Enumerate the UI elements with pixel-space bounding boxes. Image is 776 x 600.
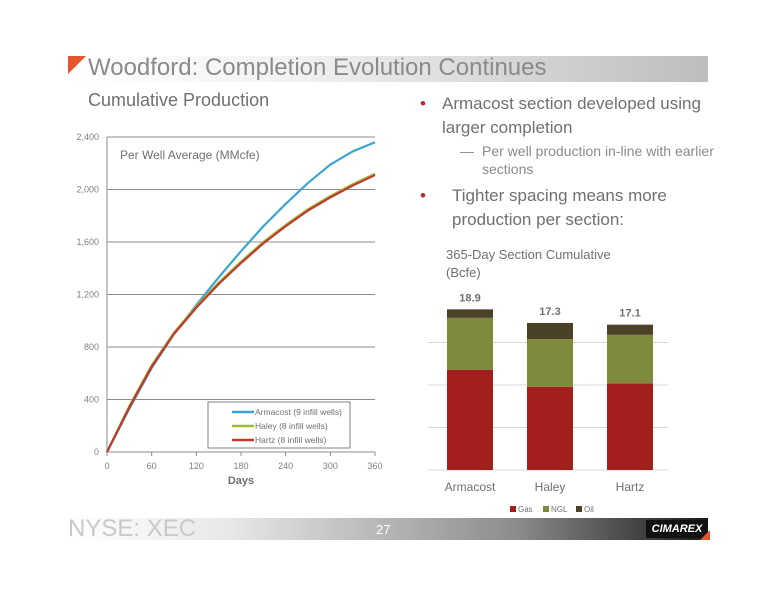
bar-legend-label: Oil xyxy=(584,505,594,514)
y-tick-label: 0 xyxy=(94,447,99,457)
bullet-1-text: Armacost section developed using larger … xyxy=(442,94,701,137)
logo-accent-triangle xyxy=(700,530,710,540)
bar-total-label: 18.9 xyxy=(459,292,480,304)
bar-category-label: Haley xyxy=(535,480,566,494)
x-tick-label: 360 xyxy=(367,461,382,471)
legend-label: Hartz (8 infill wells) xyxy=(255,435,326,445)
bar-segment-gas-haley xyxy=(527,386,573,470)
bar-segment-ngl-haley xyxy=(527,339,573,387)
bar-legend-label: NGL xyxy=(551,505,568,514)
y-tick-label: 1,600 xyxy=(76,237,99,247)
slide-title: Woodford: Completion Evolution Continues xyxy=(88,54,547,81)
chart-subtitle: Cumulative Production xyxy=(88,90,270,110)
bar-segment-oil-armacost xyxy=(447,309,493,318)
bar-legend-swatch xyxy=(543,506,549,512)
sub-bullet-dash: — xyxy=(460,143,474,159)
bullet-2-text: Tighter spacing means more production pe… xyxy=(452,186,667,229)
sub-bullet-1-text: Per well production in-line with earlier… xyxy=(482,143,714,177)
bar-segment-ngl-armacost xyxy=(447,317,493,370)
legend-label: Haley (8 infill wells) xyxy=(255,421,328,431)
x-tick-label: 0 xyxy=(104,461,109,471)
bar-segment-gas-hartz xyxy=(607,383,653,470)
bar-segment-gas-armacost xyxy=(447,369,493,470)
bar-legend-swatch xyxy=(576,506,582,512)
x-tick-label: 240 xyxy=(278,461,293,471)
x-tick-label: 180 xyxy=(233,461,248,471)
y-tick-label: 1,200 xyxy=(76,290,99,300)
y-tick-label: 800 xyxy=(84,342,99,352)
bullet-dot-2: • xyxy=(420,186,426,205)
bar-segment-ngl-hartz xyxy=(607,334,653,384)
series-line-hartz xyxy=(106,174,376,453)
bar-legend-swatch xyxy=(510,506,516,512)
legend-label: Armacost (9 infill wells) xyxy=(255,407,342,417)
x-tick-label: 300 xyxy=(323,461,338,471)
x-axis-label: Days xyxy=(228,475,254,487)
x-tick-label: 60 xyxy=(147,461,157,471)
title-accent-triangle xyxy=(68,56,86,74)
page-number: 27 xyxy=(376,522,391,537)
line-chart-legend xyxy=(207,401,351,449)
y-tick-label: 400 xyxy=(84,395,99,405)
bar-total-label: 17.1 xyxy=(619,308,640,320)
title-bar xyxy=(68,56,708,82)
x-tick-label: 120 xyxy=(189,461,204,471)
ticker-label: NYSE: XEC xyxy=(68,515,197,542)
line-chart-title: Per Well Average (MMcfe) xyxy=(120,148,260,162)
bar-category-label: Armacost xyxy=(445,480,496,494)
y-tick-label: 2,400 xyxy=(76,132,99,142)
bar-chart-title: 365-Day Section Cumulative (Bcfe) xyxy=(446,247,611,280)
bar-legend-label: Gas xyxy=(518,505,533,514)
bar-total-label: 17.3 xyxy=(539,306,560,318)
bar-category-label: Hartz xyxy=(616,480,645,494)
company-logo: CIMAREX xyxy=(646,520,708,538)
bullet-dot-1: • xyxy=(420,94,426,113)
footer-bar xyxy=(68,518,708,540)
bar-segment-oil-haley xyxy=(527,322,573,340)
bar-segment-oil-hartz xyxy=(607,324,653,335)
y-tick-label: 2,000 xyxy=(76,185,99,195)
